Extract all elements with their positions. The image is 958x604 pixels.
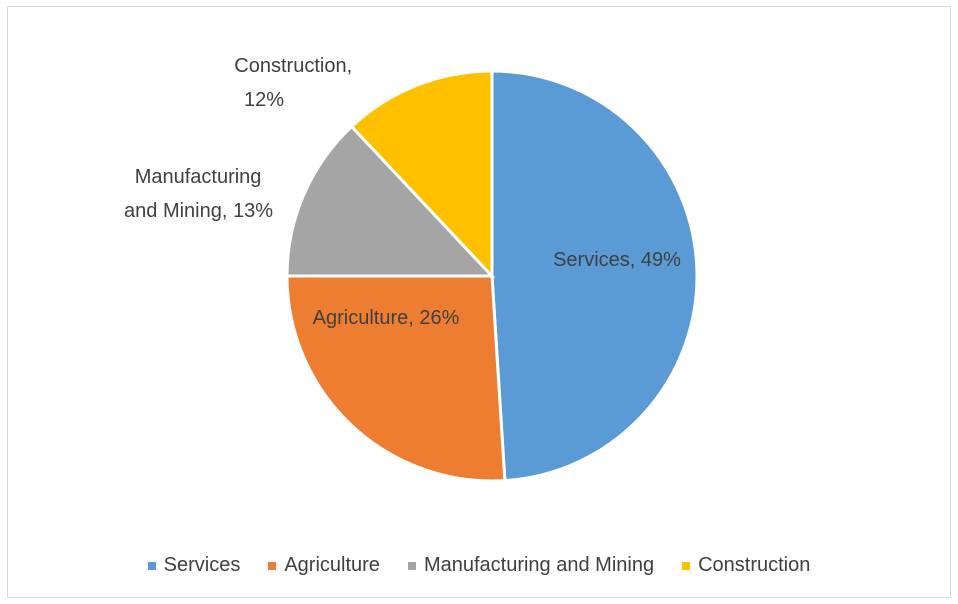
- pie-slice-manufacturing-and-mining: [285, 124, 496, 278]
- legend-label-agriculture: Agriculture: [284, 554, 380, 576]
- legend-item-manufacturing: Manufacturing and Mining: [407, 554, 655, 577]
- pie-data-labels: Services, 49% Agriculture, 26% Manufactu…: [124, 55, 681, 329]
- pie-slice-agriculture: [285, 274, 507, 483]
- pie-slice-construction: [349, 69, 494, 280]
- legend-swatch-agriculture: [268, 561, 277, 570]
- data-label-construction: Construction, 12%: [234, 55, 357, 111]
- pie-slice-services: [490, 69, 699, 483]
- legend-swatch-construction: [682, 561, 691, 570]
- data-label-services: Services, 49%: [553, 249, 681, 271]
- legend-label-manufacturing: Manufacturing and Mining: [423, 554, 655, 576]
- chart-legend: Services Agriculture Manufacturing and M…: [0, 554, 958, 577]
- legend-label-services: Services: [163, 554, 241, 576]
- data-label-manufacturing: Manufacturing and Mining, 13%: [124, 166, 273, 222]
- legend-label-construction: Construction: [698, 554, 811, 576]
- data-label-agriculture: Agriculture, 26%: [313, 307, 460, 329]
- legend-item-services: Services: [147, 554, 241, 577]
- legend-swatch-manufacturing: [407, 561, 416, 570]
- legend-swatch-services: [147, 561, 156, 570]
- legend-item-construction: Construction: [682, 554, 810, 577]
- pie-slices: [285, 69, 699, 483]
- legend-item-agriculture: Agriculture: [268, 554, 380, 577]
